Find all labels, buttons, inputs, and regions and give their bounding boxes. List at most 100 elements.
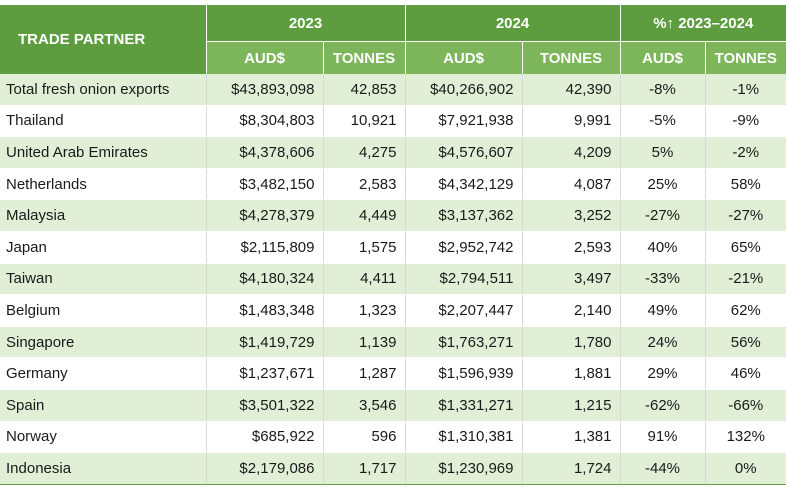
- tonnes-change-cell: -66%: [704, 389, 786, 422]
- tonnes-2024-cell: 4,209: [521, 136, 620, 169]
- tonnes-change-cell: -21%: [704, 263, 786, 296]
- trade-partner-header: TRADE PARTNER: [0, 5, 206, 74]
- aud-2024-header: AUD$: [404, 41, 522, 74]
- tonnes-2023-cell: 1,139: [322, 326, 405, 359]
- aud-change-cell: 25%: [619, 168, 705, 201]
- tonnes-change-header: TONNES: [704, 41, 786, 74]
- aud-2024-cell: $1,763,271: [404, 326, 522, 359]
- aud-2024-cell: $1,310,381: [404, 421, 522, 454]
- year-2024-header: 2024: [404, 5, 620, 42]
- tonnes-2023-header: TONNES: [322, 41, 405, 74]
- partner-cell: Netherlands: [0, 168, 206, 201]
- partner-cell: Norway: [0, 421, 206, 454]
- aud-2024-cell: $4,342,129: [404, 168, 522, 201]
- aud-2023-cell: $4,278,379: [205, 199, 323, 232]
- aud-2024-cell: $7,921,938: [404, 105, 522, 138]
- table-row: Singapore $1,419,729 1,139 $1,763,271 1,780 2…: [0, 326, 786, 359]
- tonnes-2024-cell: 1,780: [521, 326, 620, 359]
- aud-2023-cell: $2,179,086: [205, 452, 323, 485]
- aud-2023-cell: $2,115,809: [205, 231, 323, 264]
- partner-cell: Singapore: [0, 326, 206, 359]
- table-header: TRADE PARTNER 2023 2024 %↑ 2023–2024 AUD…: [0, 5, 786, 74]
- aud-change-cell: 24%: [619, 326, 705, 359]
- aud-2023-cell: $3,482,150: [205, 168, 323, 201]
- table-row: Thailand $8,304,803 10,921 $7,921,938 9,991-…: [0, 105, 786, 138]
- tonnes-2024-cell: 1,724: [521, 452, 620, 485]
- aud-2023-cell: $4,180,324: [205, 263, 323, 296]
- tonnes-2023-cell: 1,323: [322, 294, 405, 327]
- table-row: Spain $3,501,322 3,546 $1,331,271 1,215 -62% -…: [0, 389, 786, 422]
- table-row: Japan $2,115,809 1,575 $2,952,742 2,593 40% 65…: [0, 231, 786, 264]
- tonnes-2024-cell: 1,881: [521, 357, 620, 390]
- tonnes-2023-cell: 10,921: [322, 105, 405, 138]
- tonnes-change-cell: 132%: [704, 421, 786, 454]
- tonnes-change-cell: 65%: [704, 231, 786, 264]
- tonnes-2023-cell: 1,717: [322, 452, 405, 485]
- aud-2023-cell: $4,378,606: [205, 136, 323, 169]
- partner-cell: Indonesia: [0, 452, 206, 485]
- aud-2024-cell: $40,266,902: [404, 74, 522, 106]
- aud-change-cell: 29%: [619, 357, 705, 390]
- table-row: Germany $1,237,671 1,287 $1,596,939 1,881 29%…: [0, 357, 786, 390]
- partner-cell: Thailand: [0, 105, 206, 138]
- tonnes-2023-cell: 4,449: [322, 199, 405, 232]
- aud-change-cell: -5%: [619, 105, 705, 138]
- tonnes-2023-cell: 596: [322, 421, 405, 454]
- onion-exports-table: TRADE PARTNER 2023 2024 %↑ 2023–2024 AUD…: [0, 5, 786, 485]
- aud-change-cell: -62%: [619, 389, 705, 422]
- aud-2024-cell: $2,207,447: [404, 294, 522, 327]
- tonnes-2023-cell: 1,575: [322, 231, 405, 264]
- partner-cell: Spain: [0, 389, 206, 422]
- partner-cell: Belgium: [0, 294, 206, 327]
- partner-cell: Germany: [0, 357, 206, 390]
- aud-change-header: AUD$: [619, 41, 705, 74]
- table-row: Malaysia $4,278,379 4,449 $3,137,362 3,252 -2…: [0, 199, 786, 232]
- tonnes-2024-cell: 3,252: [521, 199, 620, 232]
- aud-change-cell: -8%: [619, 74, 705, 106]
- aud-2023-cell: $1,419,729: [205, 326, 323, 359]
- table-row: Indonesia $2,179,086 1,717 $1,230,969 1,724-…: [0, 452, 786, 485]
- tonnes-2024-cell: 9,991: [521, 105, 620, 138]
- aud-2023-cell: $3,501,322: [205, 389, 323, 422]
- partner-cell: Malaysia: [0, 199, 206, 232]
- aud-2023-cell: $1,237,671: [205, 357, 323, 390]
- aud-change-cell: -44%: [619, 452, 705, 485]
- aud-2023-cell: $43,893,098: [205, 74, 323, 106]
- table-row: United Arab Emirates $4,378,606 4,275 $4,57…: [0, 136, 786, 169]
- tonnes-2023-cell: 1,287: [322, 357, 405, 390]
- partner-cell: United Arab Emirates: [0, 136, 206, 169]
- partner-cell: Total fresh onion exports: [0, 74, 206, 106]
- table-row: Norway $685,922 596 $1,310,381 1,381 91% 132%: [0, 421, 786, 454]
- tonnes-2024-cell: 4,087: [521, 168, 620, 201]
- year-2023-header: 2023: [205, 5, 405, 42]
- aud-2024-cell: $1,331,271: [404, 389, 522, 422]
- aud-change-cell: 5%: [619, 136, 705, 169]
- partner-cell: Taiwan: [0, 263, 206, 296]
- tonnes-change-cell: 46%: [704, 357, 786, 390]
- aud-change-cell: -27%: [619, 199, 705, 232]
- tonnes-2024-cell: 2,140: [521, 294, 620, 327]
- aud-2023-cell: $685,922: [205, 421, 323, 454]
- table-row: Taiwan $4,180,324 4,411 $2,794,511 3,497 -33%…: [0, 263, 786, 296]
- tonnes-2023-cell: 42,853: [322, 74, 405, 106]
- table-row: Belgium $1,483,348 1,323 $2,207,447 2,140 49%…: [0, 294, 786, 327]
- table-row: Total fresh onion exports $43,893,098 42,8…: [0, 74, 786, 106]
- tonnes-2024-cell: 1,215: [521, 389, 620, 422]
- aud-2023-cell: $8,304,803: [205, 105, 323, 138]
- aud-2024-cell: $4,576,607: [404, 136, 522, 169]
- tonnes-change-cell: 62%: [704, 294, 786, 327]
- aud-2024-cell: $1,596,939: [404, 357, 522, 390]
- tonnes-2023-cell: 4,275: [322, 136, 405, 169]
- tonnes-change-cell: -27%: [704, 199, 786, 232]
- aud-2024-cell: $2,952,742: [404, 231, 522, 264]
- table-row: Netherlands $3,482,150 2,583 $4,342,129 4,08…: [0, 168, 786, 201]
- aud-change-cell: 49%: [619, 294, 705, 327]
- aud-change-cell: -33%: [619, 263, 705, 296]
- tonnes-change-cell: -2%: [704, 136, 786, 169]
- aud-2024-cell: $3,137,362: [404, 199, 522, 232]
- tonnes-2024-cell: 1,381: [521, 421, 620, 454]
- aud-change-cell: 40%: [619, 231, 705, 264]
- aud-2024-cell: $1,230,969: [404, 452, 522, 485]
- aud-2024-cell: $2,794,511: [404, 263, 522, 296]
- tonnes-2024-cell: 42,390: [521, 74, 620, 106]
